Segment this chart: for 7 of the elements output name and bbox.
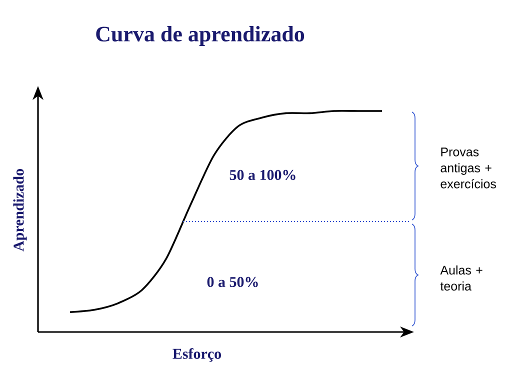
chart-title: Curva de aprendizado (96, 26, 304, 46)
text: Provas antigas + exercícios (440, 148, 496, 188)
annotation: 50 a 100% (230, 170, 296, 180)
text: Aulas + teoria (440, 265, 482, 291)
x-axis-title: Esforço (172, 348, 222, 362)
annotation: 0 a 50% (207, 276, 258, 288)
y-axis-title: Aprendizado (13, 169, 27, 252)
